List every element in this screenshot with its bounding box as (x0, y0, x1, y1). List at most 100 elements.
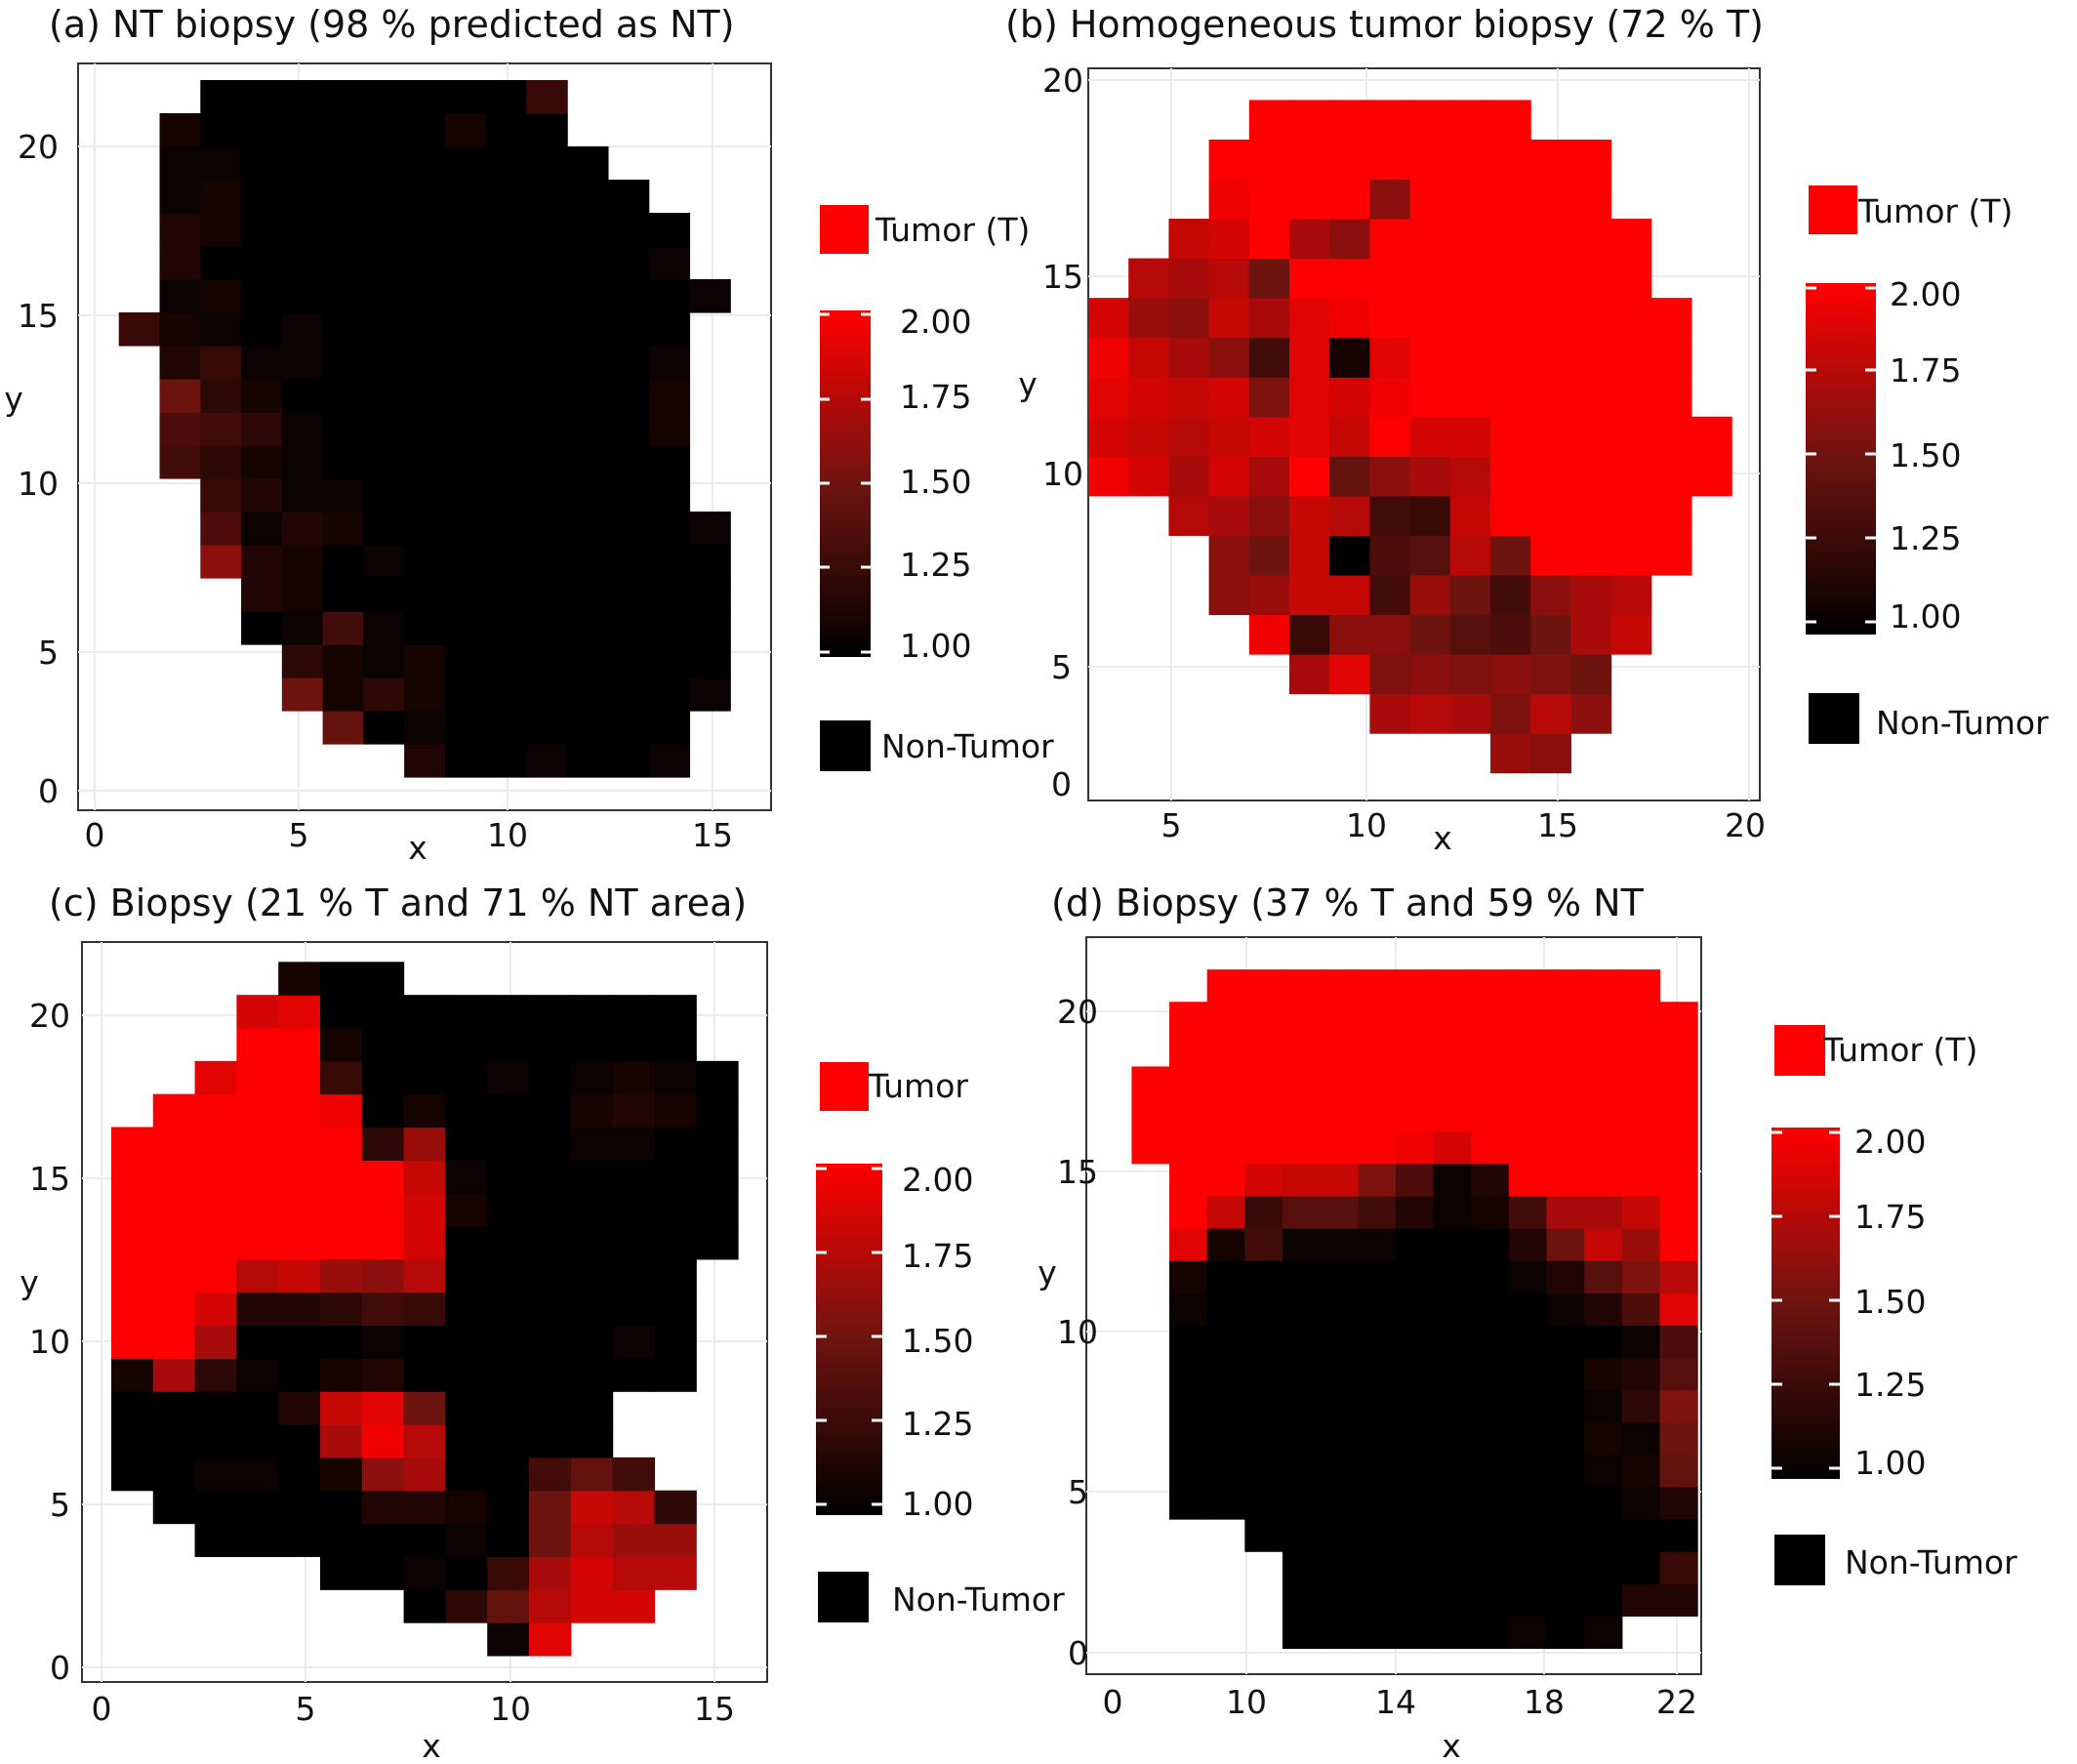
heatmap-cell (361, 1325, 405, 1359)
heatmap-cell (1409, 574, 1451, 616)
heatmap-cell (648, 346, 691, 380)
heatmap-cell (1489, 337, 1531, 378)
heatmap-cell (570, 1193, 614, 1227)
heatmap-cell (607, 213, 650, 247)
heatmap-cell (1489, 377, 1531, 418)
heatmap-cell (404, 711, 446, 745)
heatmap-cell (1320, 1130, 1359, 1165)
heatmap-cell (1358, 1260, 1397, 1293)
heatmap-cell (570, 1325, 614, 1359)
heatmap-cell (1471, 1228, 1510, 1261)
heatmap-cell (648, 578, 691, 612)
heatmap-cell (1329, 535, 1370, 576)
heatmap-cell (1169, 1098, 1208, 1132)
heatmap-cell (444, 611, 487, 645)
heatmap-cell (1395, 1066, 1435, 1100)
heatmap-cell (529, 1027, 572, 1062)
heatmap-cell (152, 1456, 196, 1492)
heatmap-cell (1530, 337, 1571, 378)
heatmap-cell (444, 445, 487, 479)
panel-c-legend-nontumor-label: Non-Tumor (892, 1580, 1065, 1619)
panel-a-legend-tumor-swatch (820, 205, 869, 254)
panel-c: (c) Biopsy (21 % T and 71 % NT area) 0 5… (20, 882, 1065, 1764)
heatmap-cell (444, 180, 487, 214)
heatmap-cell (1471, 1519, 1510, 1552)
heatmap-cell (404, 578, 446, 612)
panel-c-legend-tumor-label: Tumor (868, 1067, 968, 1105)
heatmap-cell (1659, 1583, 1698, 1617)
heatmap-cell (570, 1456, 614, 1492)
heatmap-cell (1449, 456, 1491, 497)
heatmap-cell (1282, 1583, 1322, 1617)
heatmap-cell (1395, 1389, 1435, 1423)
heatmap-cell (1621, 1519, 1661, 1552)
heatmap-cell (1489, 614, 1531, 655)
heatmap-cell (526, 146, 568, 181)
heatmap-cell (361, 1226, 405, 1260)
heatmap-cell (1369, 377, 1411, 418)
heatmap-cell (1244, 1228, 1283, 1261)
heatmap-cell (1546, 1454, 1585, 1488)
heatmap-cell (445, 1589, 488, 1623)
heatmap-cell (1530, 535, 1571, 576)
heatmap-cell (1409, 179, 1451, 220)
heatmap-cell (361, 1456, 405, 1492)
heatmap-cell (1546, 1228, 1585, 1261)
heatmap-cell (1395, 1357, 1435, 1391)
heatmap-cell (1508, 1389, 1548, 1423)
heatmap-cell (1282, 1292, 1322, 1326)
heatmap-cell (1169, 1486, 1208, 1520)
heatmap-cell (1248, 495, 1290, 536)
heatmap-cell (1358, 1195, 1397, 1229)
heatmap-cell (110, 1325, 154, 1359)
heatmap-cell (1248, 139, 1290, 181)
panel-a-colorbar-tick-4: 1.00 (900, 627, 971, 665)
heatmap-cell (570, 1027, 614, 1062)
heatmap-cell (194, 1093, 237, 1128)
heatmap-cell (194, 1292, 237, 1327)
heatmap-cell (1206, 1454, 1245, 1488)
heatmap-cell (526, 644, 568, 678)
heatmap-cell (1369, 258, 1411, 299)
heatmap-cell (1570, 693, 1612, 734)
heatmap-cell (1508, 1551, 1548, 1584)
heatmap-cell (1584, 1486, 1623, 1520)
heatmap-cell (1610, 614, 1652, 655)
heatmap-cell (322, 346, 364, 380)
heatmap-cell (1621, 1486, 1661, 1520)
heatmap-cell (361, 1060, 405, 1095)
heatmap-cell (1131, 1098, 1170, 1132)
heatmap-cell (648, 611, 691, 645)
panel-a-xlabel: x (408, 829, 428, 867)
panel-c-ytick-3: 15 (29, 1160, 70, 1198)
heatmap-cell (1610, 258, 1652, 299)
heatmap-cell (607, 180, 650, 214)
heatmap-cell (1610, 416, 1652, 457)
heatmap-cell (1449, 219, 1491, 260)
heatmap-cell (570, 1424, 614, 1458)
heatmap-cell (236, 1523, 279, 1558)
heatmap-cell (236, 995, 279, 1029)
heatmap-cell (444, 412, 487, 446)
heatmap-cell (1248, 298, 1290, 339)
heatmap-cell (1508, 1357, 1548, 1391)
heatmap-cell (444, 213, 487, 247)
heatmap-cell (1409, 654, 1451, 695)
heatmap-cell (1288, 337, 1330, 378)
heatmap-cell (1208, 219, 1250, 260)
heatmap-cell (696, 1093, 739, 1128)
heatmap-cell (1088, 298, 1129, 339)
heatmap-cell (1288, 100, 1330, 141)
heatmap-cell (159, 246, 201, 280)
heatmap-cell (526, 677, 568, 712)
heatmap-cell (696, 1160, 739, 1194)
panel-c-colorbar (816, 1164, 882, 1515)
heatmap-cell (1621, 1325, 1661, 1359)
heatmap-cell (1570, 139, 1612, 181)
heatmap-cell (159, 379, 201, 413)
heatmap-cell (278, 962, 321, 996)
heatmap-cell (529, 1424, 572, 1458)
panel-d-yticks: 0 5 10 15 20 (1057, 993, 1098, 1672)
heatmap-cell (612, 1127, 656, 1161)
heatmap-cell (1248, 219, 1290, 260)
